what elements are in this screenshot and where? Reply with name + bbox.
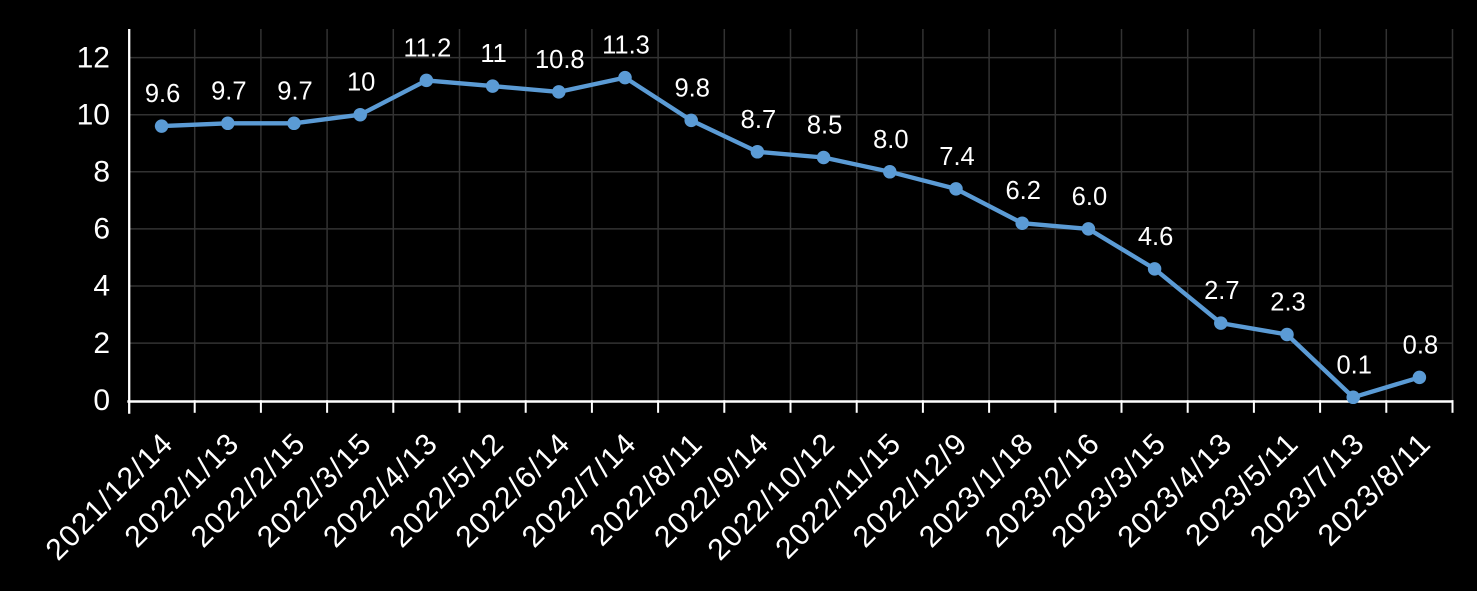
svg-text:8.0: 8.0	[873, 126, 908, 154]
svg-text:2: 2	[93, 327, 110, 360]
svg-text:10: 10	[77, 98, 110, 131]
svg-text:6.2: 6.2	[1005, 177, 1040, 205]
svg-text:9.8: 9.8	[674, 74, 709, 102]
svg-text:9.7: 9.7	[211, 77, 246, 105]
svg-text:11.2: 11.2	[404, 34, 452, 62]
svg-text:12: 12	[77, 41, 110, 74]
svg-text:0: 0	[93, 384, 110, 417]
svg-text:6: 6	[93, 213, 110, 246]
svg-text:4.6: 4.6	[1138, 223, 1173, 251]
svg-text:4: 4	[93, 270, 110, 303]
svg-text:9.7: 9.7	[277, 77, 312, 105]
svg-text:8: 8	[93, 156, 110, 189]
svg-text:9.6: 9.6	[145, 80, 180, 108]
svg-text:2.7: 2.7	[1204, 277, 1239, 305]
svg-text:0.1: 0.1	[1336, 351, 1371, 379]
svg-text:10: 10	[347, 69, 375, 97]
svg-text:7.4: 7.4	[939, 143, 974, 171]
svg-text:8.5: 8.5	[807, 112, 842, 140]
svg-text:11: 11	[480, 40, 506, 68]
svg-text:2.3: 2.3	[1270, 289, 1305, 317]
svg-text:0.8: 0.8	[1403, 331, 1438, 359]
svg-text:10.8: 10.8	[535, 46, 585, 74]
svg-text:6.0: 6.0	[1072, 183, 1107, 211]
svg-text:11.3: 11.3	[602, 32, 650, 60]
svg-text:8.7: 8.7	[741, 106, 776, 134]
